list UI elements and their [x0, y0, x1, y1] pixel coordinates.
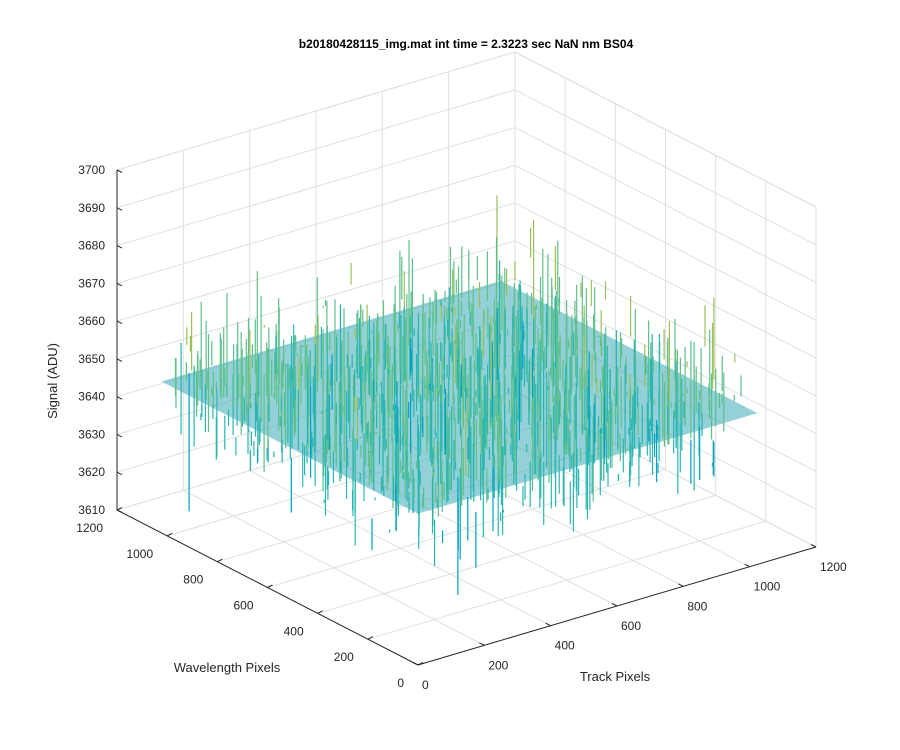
- x-tick-label: 400: [555, 639, 575, 653]
- y-tick-label: 800: [183, 573, 203, 587]
- back-wall-grid-line: [116, 89, 516, 209]
- floor-grid-line: [367, 520, 766, 640]
- z-tick-label: 3640: [78, 390, 105, 404]
- z-tick-label: 3700: [78, 163, 105, 177]
- floor-grid-line: [267, 469, 666, 588]
- z-tick-mark: [116, 282, 123, 287]
- x-axis-label: Track Pixels: [580, 669, 651, 684]
- back-wall-grid-line: [116, 127, 516, 247]
- y-tick-mark: [317, 610, 323, 614]
- x-tick-mark: [412, 662, 419, 666]
- z-tick-label: 3660: [78, 314, 105, 328]
- x-tick-mark: [810, 544, 817, 548]
- right-wall-grid-line: [514, 127, 817, 284]
- floor-grid-line: [317, 494, 716, 614]
- back-wall-grid-line: [116, 240, 516, 360]
- box-edge: [514, 51, 817, 208]
- right-wall-grid-line: [514, 240, 817, 397]
- y-tick-mark: [417, 662, 424, 666]
- y-tick-mark: [116, 507, 123, 511]
- y-tick-label: 1000: [126, 547, 153, 561]
- z-tick-mark: [116, 471, 123, 476]
- y-tick-mark: [166, 532, 173, 537]
- axes-layer: 0 200 400 600 800 1000 1200 0 200 400 600 800 1000 12…: [76, 163, 847, 692]
- y-tick-mark: [267, 584, 273, 588]
- y-tick-mark: [217, 558, 223, 563]
- x-tick-mark: [744, 563, 750, 568]
- y-tick-label: 1200: [76, 521, 103, 535]
- z-tick-mark: [116, 433, 123, 438]
- z-tick-mark: [116, 358, 123, 362]
- x-tick-label: 800: [687, 599, 707, 613]
- z-tick-label: 3650: [78, 352, 105, 366]
- box-edge: [116, 51, 516, 171]
- y-tick-label: 200: [334, 650, 354, 664]
- z-tick-mark: [116, 509, 123, 513]
- z-tick-mark: [116, 396, 123, 400]
- x-tick-label: 0: [422, 678, 429, 692]
- x-tick-mark: [678, 583, 684, 587]
- z-tick-label: 3610: [78, 503, 105, 517]
- y-tick-label: 600: [233, 599, 253, 613]
- chart-title: b20180428115_img.mat int time = 2.3223 s…: [299, 37, 634, 51]
- right-wall-grid-line: [514, 89, 817, 246]
- z-tick-label: 3630: [78, 427, 105, 441]
- x-tick-label: 600: [621, 619, 641, 633]
- right-wall-grid-line: [514, 164, 817, 321]
- back-wall-grid-line: [116, 164, 516, 284]
- z-tick-mark: [116, 320, 123, 325]
- right-wall-grid-line: [514, 278, 817, 435]
- back-wall-grid-line: [116, 202, 516, 322]
- z-tick-mark: [116, 245, 123, 249]
- x-tick-label: 1000: [754, 580, 781, 594]
- x-tick-mark: [479, 642, 485, 646]
- y-axis-label: Wavelength Pixels: [174, 660, 281, 675]
- z-tick-label: 3620: [78, 465, 105, 479]
- x-tick-mark: [545, 622, 551, 627]
- x-tick-label: 1200: [820, 560, 847, 574]
- y-tick-mark: [367, 636, 374, 640]
- y-tick-label: 0: [397, 676, 404, 690]
- z-tick-mark: [116, 169, 123, 173]
- z-tick-mark: [116, 207, 123, 211]
- z-tick-label: 3690: [78, 201, 105, 215]
- y-tick-label: 400: [284, 624, 304, 638]
- right-wall-grid-line: [514, 202, 817, 359]
- x-tick-mark: [611, 603, 618, 607]
- z-axis-label: Signal (ADU): [45, 343, 60, 419]
- z-tick-label: 3670: [78, 276, 105, 290]
- x-tick-label: 200: [488, 658, 508, 672]
- z-tick-label: 3680: [78, 239, 105, 253]
- surface-layer: [161, 195, 758, 595]
